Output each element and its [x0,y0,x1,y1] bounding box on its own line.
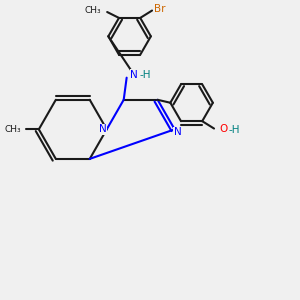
Text: CH₃: CH₃ [4,125,21,134]
Text: N: N [99,124,107,134]
Text: CH₃: CH₃ [85,6,101,15]
Text: N: N [130,70,138,80]
Text: O: O [219,124,228,134]
Text: -H: -H [140,70,151,80]
Text: Br: Br [154,4,165,14]
Text: -H: -H [228,125,240,135]
Text: N: N [174,127,182,137]
